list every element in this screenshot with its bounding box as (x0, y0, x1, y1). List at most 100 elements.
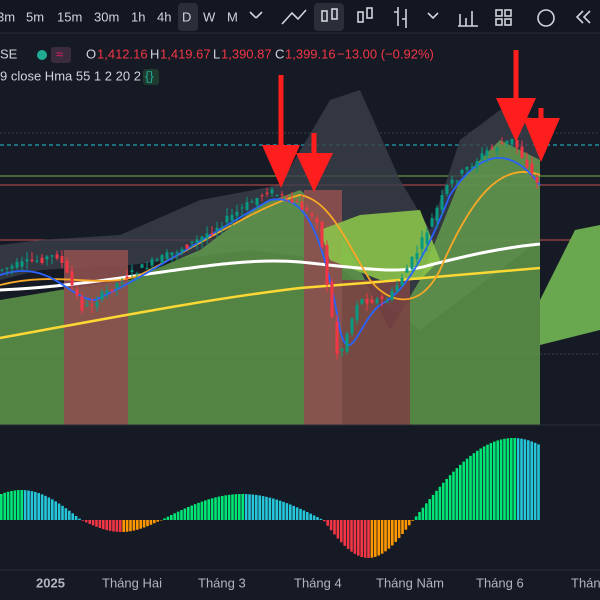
alert-icon (537, 9, 555, 27)
interval[interactable]: D (182, 9, 191, 24)
arrow-head (296, 153, 333, 192)
histogram-bar (489, 443, 493, 520)
candle-body (170, 252, 174, 256)
grid-icon (495, 9, 503, 17)
interval[interactable]: 4h (157, 9, 171, 24)
interval[interactable]: 15m (57, 9, 82, 24)
histogram-bar (6, 491, 10, 520)
candle-body (115, 283, 119, 289)
histogram-bar (81, 520, 85, 521)
histogram-bar (323, 520, 326, 522)
candle-body (50, 255, 54, 257)
interval[interactable]: 1h (131, 9, 145, 24)
histogram-bar (520, 438, 523, 520)
candle-body (530, 163, 534, 174)
active-tool[interactable] (314, 3, 344, 31)
candle-icon (357, 11, 364, 23)
interval[interactable]: W (203, 9, 216, 24)
histogram-bar (537, 444, 540, 520)
candle-body (220, 226, 224, 228)
histogram-bar (377, 520, 380, 556)
histogram-bar (465, 458, 469, 520)
histogram-bar (316, 517, 319, 520)
interval[interactable]: 5m (26, 9, 44, 24)
histogram-bar (17, 490, 20, 520)
candle-body (385, 300, 389, 303)
histogram-bar (258, 495, 261, 520)
low: 1,390.87 (221, 46, 272, 61)
interval[interactable]: 30m (94, 9, 119, 24)
histogram-bar (27, 490, 30, 520)
histogram-bar (74, 515, 78, 520)
histogram-bar (516, 438, 520, 520)
histogram-bar (425, 503, 428, 520)
candle-body (235, 211, 239, 216)
candle-body (270, 189, 274, 194)
histogram-bar (68, 510, 71, 520)
histogram-bar (394, 520, 397, 542)
histogram-bar (34, 491, 37, 520)
histogram-bar (204, 500, 207, 520)
candle-body (205, 233, 209, 239)
candle-body (275, 195, 279, 197)
status-dot (37, 50, 47, 60)
candle-body (350, 318, 354, 334)
histogram-bar (146, 520, 149, 527)
candle-body (105, 290, 109, 293)
histogram (0, 438, 540, 558)
line-icon (281, 9, 307, 25)
histogram-bar (10, 490, 13, 520)
candle-body (210, 233, 214, 235)
candle-body (120, 282, 124, 284)
histogram-bar (292, 505, 295, 520)
histogram-bar (91, 520, 95, 526)
histogram-bar (503, 438, 506, 520)
ma-line (0, 266, 541, 340)
candle-body (395, 285, 399, 292)
indicator-label: 9 close Hma 55 1 2 20 2 (0, 68, 141, 83)
arrow-head (496, 98, 536, 142)
histogram-bar (210, 498, 214, 520)
candle-body (460, 169, 464, 174)
candle-body (185, 244, 189, 249)
candle-body (0, 269, 4, 271)
x-axis-label: Tháng Hai (102, 575, 162, 590)
candle-body (345, 333, 349, 352)
histogram-bar (197, 502, 200, 520)
histogram-bar (401, 520, 404, 534)
candle-body (10, 265, 14, 269)
histogram-bar (533, 442, 537, 520)
histogram-bar (380, 520, 384, 554)
histogram-bar (183, 508, 187, 520)
interval[interactable]: 3m (0, 9, 15, 24)
candle-body (415, 253, 419, 260)
histogram-bar (391, 520, 394, 546)
candle-body (355, 304, 359, 321)
candle-body (410, 256, 414, 270)
close: 1,399.16 (285, 46, 336, 61)
candle-body (525, 159, 529, 168)
candle-body (510, 138, 514, 145)
candle-body (440, 195, 444, 210)
histogram-bar (108, 520, 112, 531)
cloud (540, 225, 600, 345)
histogram-bar (221, 495, 224, 520)
badge-icon: {} (145, 68, 154, 83)
histogram-bar (459, 464, 462, 520)
histogram-bar (479, 448, 482, 520)
candle-body (265, 192, 269, 194)
candle-body (285, 195, 289, 197)
candle-body (470, 166, 474, 168)
candle-body (295, 201, 299, 203)
candle-body (290, 199, 294, 203)
candle-body (55, 254, 59, 259)
x-axis-label: 2025 (36, 575, 65, 590)
histogram-bar (496, 440, 499, 520)
cloud (320, 210, 440, 280)
histogram-bar (421, 507, 425, 520)
candle-body (450, 179, 454, 184)
arrow-head (262, 145, 300, 188)
candle-body (125, 276, 129, 279)
interval[interactable]: M (227, 9, 238, 24)
